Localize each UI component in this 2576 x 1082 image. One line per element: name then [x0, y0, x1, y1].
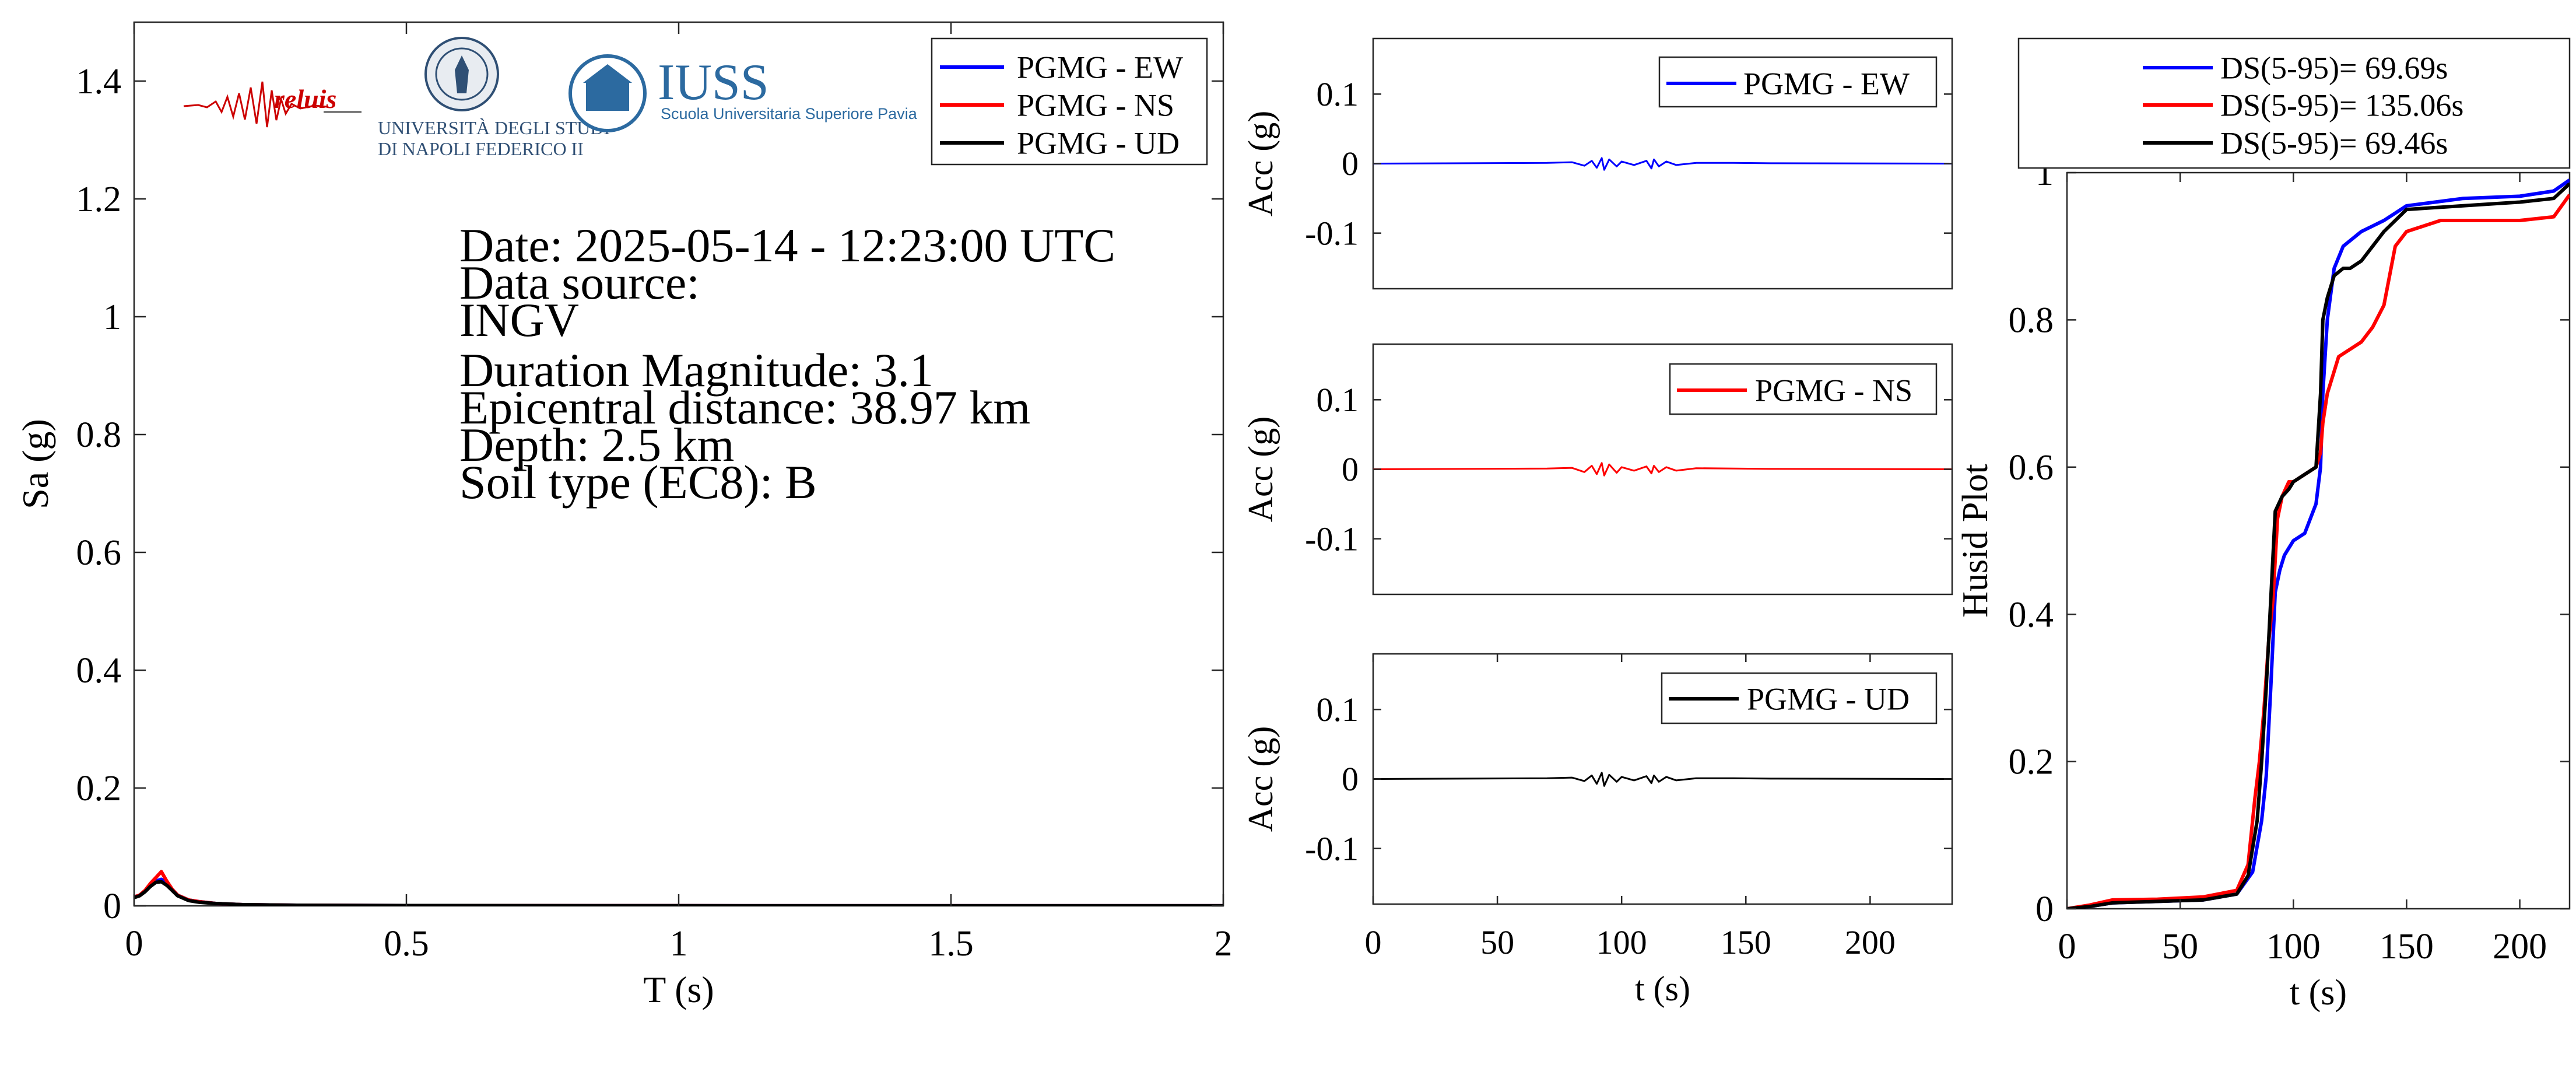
- acc-ns-series-group: [1373, 462, 1952, 477]
- husid-xlabel: t (s): [2290, 973, 2347, 1013]
- spectrum-ytick-label: 1.4: [76, 62, 122, 101]
- spectrum-ylabel: Sa (g): [15, 419, 56, 509]
- spectrum-series-group: [134, 870, 1223, 906]
- husid-xtick-label: 200: [2493, 927, 2547, 967]
- info-depth: Depth: 2.5 km: [459, 418, 734, 471]
- acc-ud-xtick-label: 50: [1480, 923, 1514, 961]
- acc-ud-ytick-label: 0.1: [1317, 691, 1359, 729]
- spectrum-ytick-label: 0.8: [76, 415, 122, 455]
- acc-ud-xlabel: t (s): [1635, 969, 1690, 1008]
- acc-ew-series-group: [1373, 157, 1952, 171]
- spectrum-legend-label-2: PGMG - NS: [1017, 87, 1174, 122]
- husid-series-group: [2067, 178, 2570, 909]
- info-soil: Soil type (EC8): B: [459, 456, 817, 509]
- husid-ytick-label: 0.2: [2009, 743, 2054, 782]
- unina-seal-figure: [455, 55, 469, 93]
- reluis-text: reluis: [274, 84, 336, 114]
- husid-xtick-label: 50: [2162, 927, 2198, 967]
- acc-ud-ytick-label: -0.1: [1305, 829, 1359, 867]
- spectrum-ytick-label: 0.2: [76, 769, 122, 808]
- spectrum-xtick-label: 1.5: [928, 924, 974, 964]
- event-info: Date: 2025-05-14 - 12:23:00 UTC Data sou…: [459, 219, 1115, 509]
- info-source: INGV: [459, 293, 579, 346]
- iuss-logo: IUSS Scuola Universitaria Superiore Pavi…: [568, 54, 918, 132]
- husid-xtick-label: 0: [2058, 927, 2076, 967]
- husid-ytick-label: 0.6: [2009, 448, 2054, 488]
- husid-legend-label-2: DS(5-95)= 135.06s: [2220, 87, 2463, 122]
- reluis-seismogram: [183, 81, 327, 128]
- acc-ew-ytick-label: -0.1: [1305, 214, 1359, 252]
- acc-ud-plot: 0 50 100 150 200 -0.1 0 0.1 t (s) Acc (g) PGMG - U…: [1241, 653, 1953, 1008]
- spectrum-xtick-label: 1: [670, 924, 688, 964]
- husid-ytick-label: 0: [2035, 890, 2054, 929]
- reluis-logo: reluis: [183, 81, 362, 128]
- unina-line-2: DI NAPOLI FEDERICO II: [378, 138, 584, 159]
- unina-line-1: UNIVERSITÀ DEGLI STUDI: [378, 117, 610, 138]
- spectrum-plot: 0 0.5 1 1.5 2 0 0.2 0.4 0.6 0.8 1 1.2 1.4 T (s) Sa (g)…: [15, 21, 1233, 1010]
- iuss-name: IUSS: [658, 54, 769, 111]
- spectrum-series-3-line: [134, 880, 1223, 906]
- spectrum-ytick-label: 0.4: [76, 651, 122, 691]
- acc-ew-legend-label-1: PGMG - EW: [1743, 66, 1910, 101]
- acc-ns-legend-label-1: PGMG - NS: [1755, 373, 1912, 408]
- spectrum-xlabel: T (s): [643, 969, 714, 1010]
- acc-ew-ytick-label: 0: [1342, 145, 1359, 183]
- acc-ns-ytick-label: 0: [1342, 450, 1359, 488]
- unina-logo: UNIVERSITÀ DEGLI STUDI DI NAPOLI FEDERIC…: [378, 37, 610, 159]
- husid-legend-label-3: DS(5-95)= 69.46s: [2220, 125, 2448, 160]
- spectrum-xtick-label: 0.5: [384, 924, 429, 964]
- spectrum-plot-area: [133, 21, 1224, 907]
- iuss-emblem-roof: [583, 64, 632, 83]
- info-source-label: Data source:: [459, 256, 700, 309]
- husid-legend-label-1: DS(5-95)= 69.69s: [2220, 50, 2448, 85]
- spectrum-legend-label-3: PGMG - UD: [1017, 125, 1180, 160]
- acc-ud-xtick-label: 150: [1721, 923, 1771, 961]
- info-distance: Epicentral distance: 38.97 km: [459, 381, 1030, 434]
- info-magnitude: Duration Magnitude: 3.1: [459, 344, 933, 397]
- husid-xtick-label: 100: [2266, 927, 2321, 967]
- spectrum-xtick-label: 0: [125, 924, 143, 964]
- husid-plot-area: [2066, 171, 2571, 910]
- acc-ud-series-1-line: [1373, 772, 1952, 787]
- acc-ud-legend-label-1: PGMG - UD: [1747, 681, 1910, 716]
- husid-ytick-label: 0.4: [2009, 595, 2054, 635]
- unina-seal-inner: [435, 47, 489, 101]
- acc-ns-plot: -0.1 0 0.1 Acc (g) PGMG - NS: [1241, 343, 1953, 596]
- spectrum-legend-label-1: PGMG - EW: [1017, 50, 1183, 85]
- acc-ew-ytick-label: 0.1: [1317, 75, 1359, 113]
- iuss-subtitle: Scuola Universitaria Superiore Pavia: [661, 105, 918, 122]
- acc-ew-plot: -0.1 0 0.1 Acc (g) PGMG - EW: [1241, 37, 1953, 290]
- acc-ns-ytick-label: 0.1: [1317, 381, 1359, 419]
- spectrum-ytick-label: 0.6: [76, 533, 122, 573]
- husid-ylabel: Husid Plot: [1956, 464, 1995, 618]
- acc-ns-ytick-label: -0.1: [1305, 520, 1359, 558]
- spectrum-xtick-label: 2: [1215, 924, 1233, 964]
- spectrum-panel: 0 0.5 1 1.5 2 0 0.2 0.4 0.6 0.8 1 1.2 1.4 T (s) Sa (g)…: [15, 21, 1233, 1010]
- iuss-emblem-building: [586, 82, 629, 111]
- logos: reluis UNIVERSITÀ DEGLI STUDI DI NAPOLI …: [183, 37, 918, 159]
- husid-legend-box: [2017, 37, 2571, 169]
- husid-xtick-label: 150: [2380, 927, 2434, 967]
- acc-ud-series-group: [1373, 772, 1952, 787]
- husid-ytick-label: 0.8: [2009, 300, 2054, 340]
- acc-ns-ylabel: Acc (g): [1241, 416, 1280, 523]
- info-date: Date: 2025-05-14 - 12:23:00 UTC: [459, 219, 1115, 272]
- acc-ud-ylabel: Acc (g): [1241, 726, 1280, 832]
- spectrum-ytick-label: 1: [103, 297, 121, 337]
- acc-ns-series-1-line: [1373, 462, 1952, 477]
- spectrum-ytick-label: 0: [103, 887, 121, 926]
- acc-ud-xtick-label: 0: [1365, 923, 1382, 961]
- husid-series-3-line: [2067, 182, 2570, 909]
- acc-ew-ylabel: Acc (g): [1241, 111, 1280, 217]
- spectrum-ytick-label: 1.2: [76, 180, 122, 219]
- acc-ud-ytick-label: 0: [1342, 760, 1359, 798]
- acc-ud-xtick-label: 100: [1596, 923, 1647, 961]
- acc-ew-series-1-line: [1373, 157, 1952, 171]
- acc-ud-xtick-label: 200: [1845, 923, 1896, 961]
